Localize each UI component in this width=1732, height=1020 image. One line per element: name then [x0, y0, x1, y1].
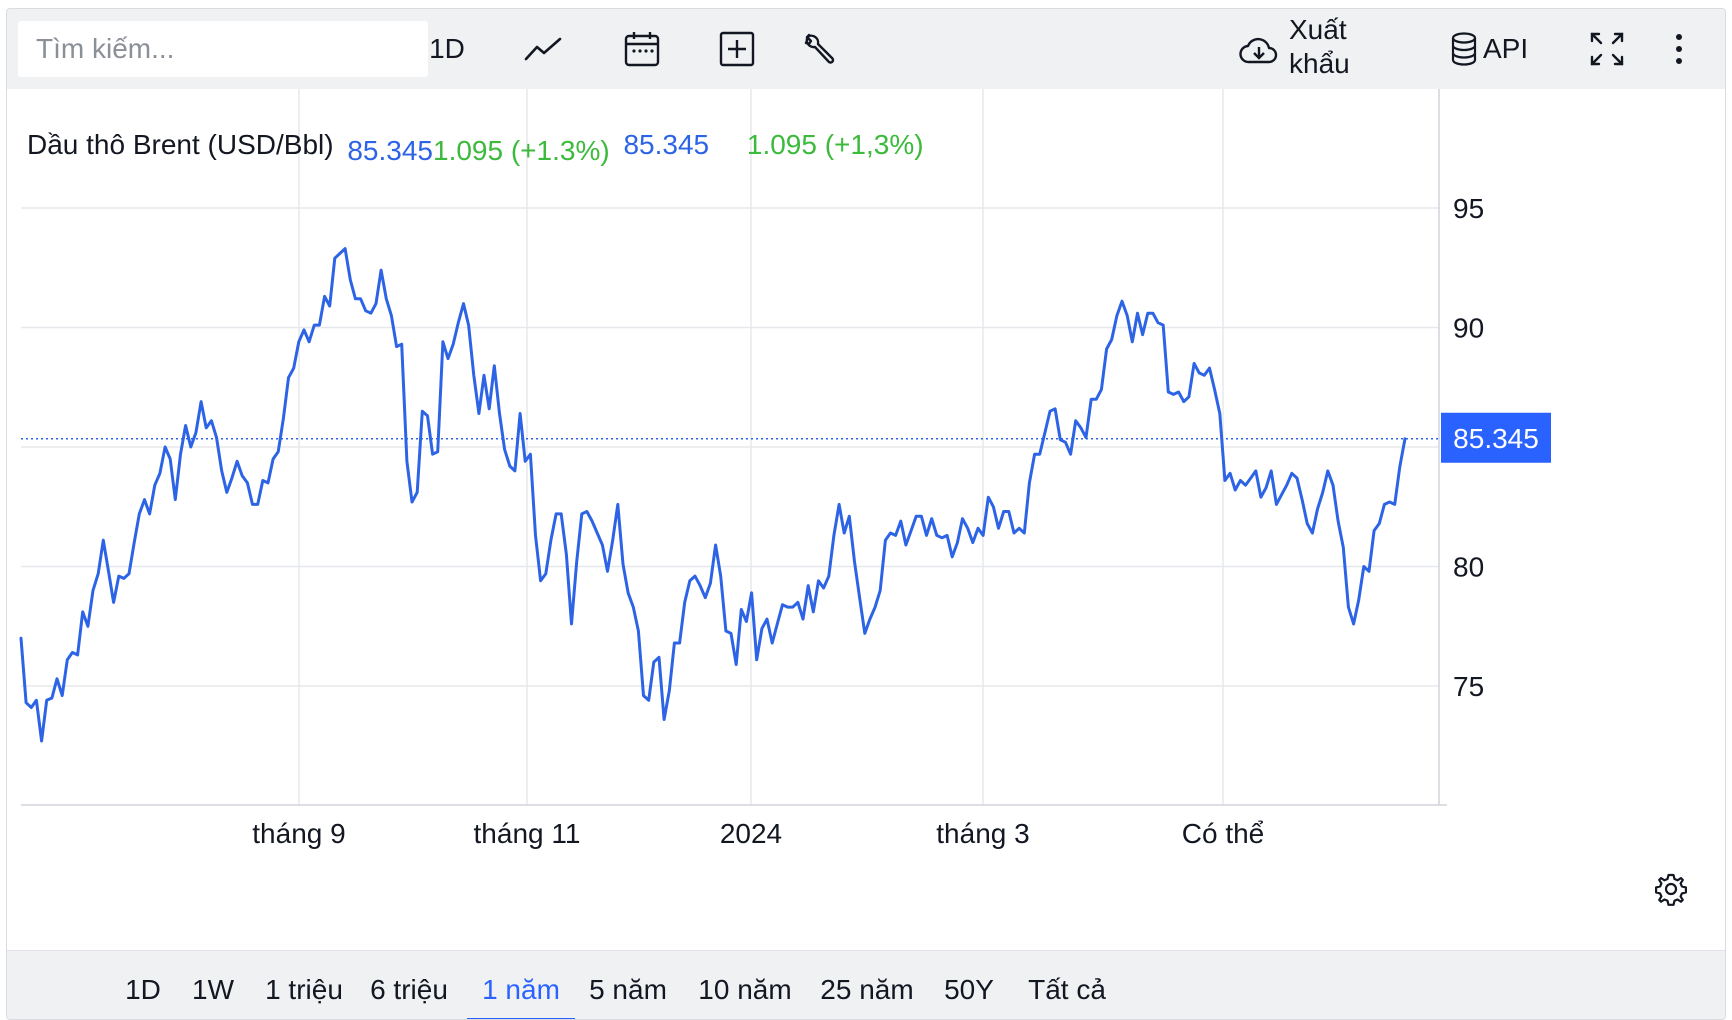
last-price-badge-label: 85.345: [1453, 423, 1539, 454]
legend-title: Dầu thô Brent (USD/Bbl): [27, 129, 334, 160]
y-tick-label: 80: [1453, 552, 1484, 583]
add-square-icon: [719, 31, 755, 67]
fullscreen-button[interactable]: [1585, 27, 1629, 71]
last-price-badge: [1441, 412, 1551, 463]
gear-icon: [1655, 873, 1687, 906]
price-series-line[interactable]: [19, 247, 1407, 743]
api-button[interactable]: API: [1449, 27, 1539, 71]
range-selector: 1D 1W 1 triệu 6 triệu 1 năm 5 năm 10 năm 25 năm…: [7, 950, 1725, 1019]
legend-change-secondary: 1.095 (+1,3%): [746, 129, 924, 160]
search-input[interactable]: [18, 21, 428, 77]
cloud-download-icon: [1239, 37, 1278, 64]
range-tab[interactable]: 6 triệu: [370, 974, 448, 1005]
compare-button[interactable]: [715, 27, 759, 71]
range-tab[interactable]: Tất cả: [1028, 974, 1106, 1005]
y-tick-label: 95: [1453, 193, 1484, 224]
line-chart-icon: [524, 37, 562, 61]
date-range-button[interactable]: [619, 25, 665, 73]
range-tab[interactable]: 1 năm: [467, 951, 575, 1019]
range-tab[interactable]: 5 năm: [589, 974, 667, 1005]
y-tick-label: 75: [1453, 671, 1484, 702]
fullscreen-icon: [1590, 32, 1624, 66]
export-button[interactable]: [1235, 29, 1283, 73]
interval-label: 1D: [429, 33, 465, 64]
interval-button[interactable]: 1D: [417, 27, 477, 71]
indicators-button[interactable]: [797, 27, 841, 71]
database-icon: [1451, 32, 1477, 66]
chart-style-button[interactable]: [515, 27, 571, 71]
chart-widget: 1D: [6, 8, 1726, 1020]
x-tick-label: tháng 11: [474, 818, 581, 849]
range-tab[interactable]: 1W: [192, 974, 234, 1005]
range-tab[interactable]: 1 triệu: [265, 974, 343, 1005]
range-tab[interactable]: 50Y: [944, 974, 994, 1005]
legend-change: 1.095 (+1.3%): [433, 135, 610, 166]
range-tab[interactable]: 25 năm: [820, 974, 914, 1005]
more-vertical-icon: [1676, 34, 1682, 64]
more-menu-button[interactable]: [1667, 27, 1691, 71]
x-tick-label: tháng 9: [252, 818, 345, 849]
x-tick-label: Có thể: [1182, 818, 1265, 849]
wrench-icon: [804, 33, 835, 64]
x-tick-label: tháng 3: [936, 818, 1029, 849]
export-label[interactable]: Xuất khẩu: [1289, 14, 1350, 79]
legend-price: 85.345: [347, 135, 433, 166]
range-tab[interactable]: 1D: [125, 974, 161, 1005]
legend-price-secondary: 85.345: [623, 129, 710, 160]
y-tick-label: 90: [1453, 313, 1484, 344]
toolbar: 1D: [7, 9, 1725, 89]
api-label: API: [1483, 33, 1529, 64]
legend: Dầu thô Brent (USD/Bbl) 85.3451.095 (+1.…: [27, 129, 924, 166]
x-tick-label: 2024: [720, 818, 782, 849]
settings-button[interactable]: [1651, 869, 1691, 909]
range-tab[interactable]: 10 năm: [698, 974, 792, 1005]
calendar-icon: [624, 32, 660, 67]
